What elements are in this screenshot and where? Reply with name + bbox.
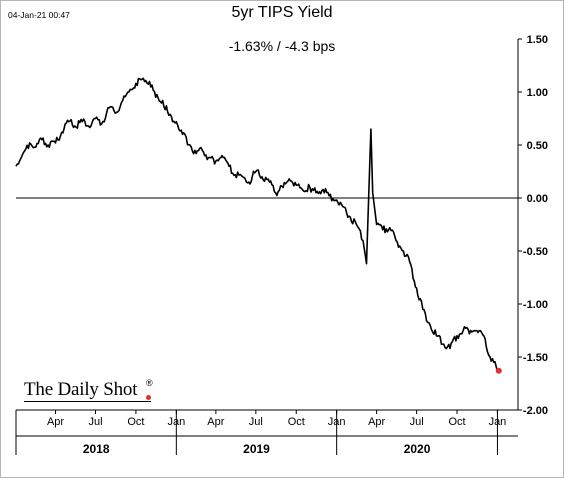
x-tick-label: Oct xyxy=(288,416,305,428)
y-tick-label: 0.00 xyxy=(527,193,548,205)
logo-registered-mark: ® xyxy=(146,378,153,388)
x-tick-label: Apr xyxy=(207,416,224,428)
x-tick-label: Jul xyxy=(88,416,102,428)
logo-dot xyxy=(146,395,151,400)
x-tick-label: Apr xyxy=(368,416,385,428)
y-tick-label: -2.00 xyxy=(523,405,548,417)
x-tick-label: Oct xyxy=(448,416,465,428)
y-tick-label: -0.50 xyxy=(523,246,548,258)
series-line xyxy=(15,77,500,373)
timestamp: 04-Jan-21 00:47 xyxy=(8,10,70,20)
x-year-label: 2019 xyxy=(243,442,270,456)
last-point-marker xyxy=(495,367,502,374)
x-tick-label: Jul xyxy=(249,416,263,428)
chart-title: 5yr TIPS Yield xyxy=(231,4,333,21)
x-tick-label: Apr xyxy=(47,416,64,428)
y-tick-label: -1.00 xyxy=(523,299,548,311)
x-year-label: 2018 xyxy=(83,442,110,456)
x-tick-label: Jul xyxy=(410,416,424,428)
y-tick-label: 1.00 xyxy=(527,87,548,99)
y-tick-label: -1.50 xyxy=(523,352,548,364)
x-year-label: 2020 xyxy=(404,442,431,456)
logo: The Daily Shot xyxy=(24,379,138,400)
chart-subtitle: -1.63% / -4.3 bps xyxy=(228,38,336,54)
x-tick-label: Oct xyxy=(127,416,144,428)
y-tick-label: 0.50 xyxy=(527,140,548,152)
y-tick-label: 1.50 xyxy=(527,34,548,46)
logo-underline xyxy=(24,401,151,402)
